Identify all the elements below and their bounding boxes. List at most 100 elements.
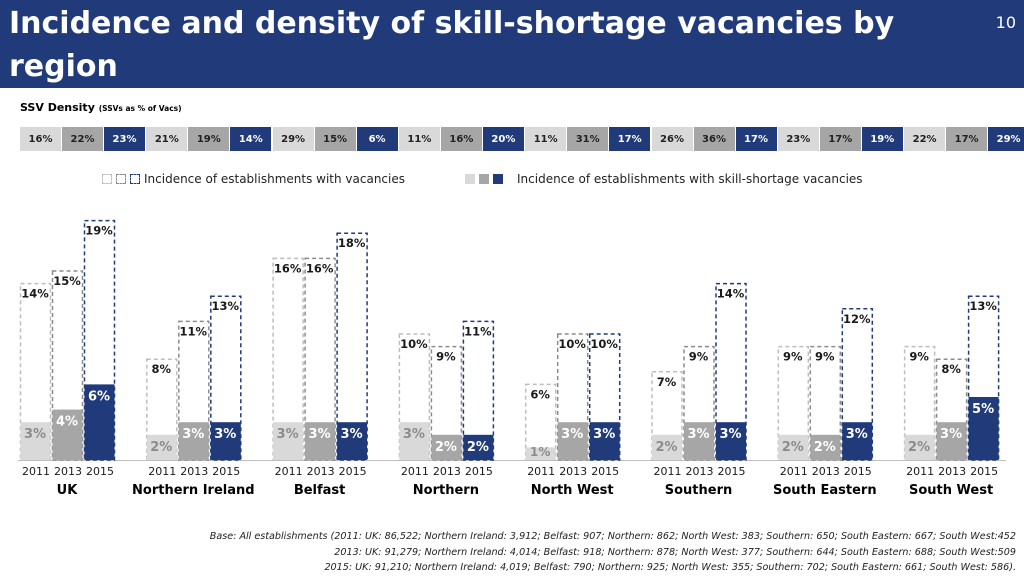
year-tick-label: 2013 (559, 465, 587, 478)
ssv-bar (842, 422, 873, 460)
year-tick-label: 2011 (527, 465, 555, 478)
year-tick-label: 2015 (718, 465, 746, 478)
year-tick-label: 2013 (433, 465, 461, 478)
ssv-data-label: 2% (435, 440, 457, 455)
ssv-bar (52, 409, 83, 460)
vacancy-data-label: 14% (21, 287, 49, 301)
year-tick-label: 2015 (86, 465, 114, 478)
footnote: Base: All establishments (2011: UK: 86,5… (210, 529, 1016, 576)
year-tick-label: 2011 (654, 465, 682, 478)
legend-ssv: Incidence of establishments with skill-s… (465, 172, 863, 186)
vacancy-data-label: 18% (338, 236, 366, 250)
region-label: South Eastern (772, 483, 877, 498)
page-title: Incidence and density of skill-shortage … (9, 6, 895, 84)
ssv-data-label: 3% (309, 427, 331, 442)
vacancy-data-label: 11% (464, 324, 492, 338)
density-value: 31% (567, 127, 609, 151)
legend-swatch-2013-dashed (116, 174, 126, 184)
density-value: 19% (188, 127, 230, 151)
ssv-data-label: 3% (341, 427, 363, 442)
ssv-bar (652, 434, 682, 460)
legend-ssv-label: Incidence of establishments with skill-s… (517, 172, 863, 186)
ssv-bar (399, 422, 430, 460)
ssv-bar (273, 422, 304, 460)
year-tick-label: 2013 (812, 465, 840, 478)
year-tick-label: 2013 (180, 465, 208, 478)
year-tick-label: 2013 (938, 465, 966, 478)
ssv-data-label: 3% (593, 427, 615, 442)
ssv-data-label: 3% (687, 427, 709, 442)
vacancy-data-label: 11% (180, 324, 208, 338)
density-value: 23% (104, 127, 145, 151)
vacancy-data-label: 10% (558, 337, 586, 351)
ssv-bar (778, 434, 809, 460)
ssv-data-label: 1% (530, 445, 550, 459)
ssv-data-label: 2% (782, 440, 804, 455)
ssv-bar (178, 422, 209, 460)
ssv-bar (20, 422, 51, 460)
ssv-data-label: 3% (277, 427, 299, 442)
ssv-bar (210, 422, 241, 460)
density-value: 14% (230, 127, 272, 151)
ssv-bar (525, 447, 556, 460)
density-value: 29% (272, 127, 314, 151)
vacancy-data-label: 7% (657, 375, 677, 389)
density-value: 19% (861, 127, 903, 151)
year-tick-label: 2015 (970, 465, 998, 478)
footnote-line-2013: 2013: UK: 91,279; Northern Ireland: 4,01… (334, 546, 1016, 558)
vacancy-data-label: 6% (530, 387, 550, 401)
region-label: Southern (664, 483, 733, 498)
vacancy-data-label: 13% (212, 299, 240, 313)
year-tick-label: 2011 (275, 465, 303, 478)
density-value: 17% (946, 127, 988, 151)
ssv-bar (84, 384, 115, 460)
density-subheading: (SSVs as % of Vacs) (98, 104, 182, 113)
density-value: 26% (651, 127, 693, 151)
ssv-bar (337, 422, 368, 460)
ssv-data-label: 2% (150, 440, 172, 455)
density-value: 22% (904, 127, 946, 151)
legend-vacancies-label: Incidence of establishments with vacanci… (144, 172, 405, 186)
density-value: 11% (525, 127, 567, 151)
density-value: 22% (62, 127, 103, 151)
year-tick-label: 2011 (401, 465, 429, 478)
ssv-bar (589, 422, 620, 460)
year-tick-label: 2011 (148, 465, 176, 478)
year-tick-label: 2011 (780, 465, 808, 478)
vacancy-data-label: 8% (941, 362, 961, 376)
ssv-data-label: 4% (56, 415, 78, 430)
vacancy-data-label: 16% (306, 261, 334, 275)
ssv-data-label: 2% (655, 440, 677, 455)
page-number: 10 (995, 13, 1016, 32)
density-heading-text: SSV Density (20, 101, 95, 114)
density-value: 23% (777, 127, 819, 151)
ssv-bar (968, 397, 999, 460)
footnote-line-2011: Base: All establishments (2011: UK: 86,5… (209, 531, 1016, 542)
title-bar: Incidence and density of skill-shortage … (0, 0, 1024, 88)
vacancy-data-label: 14% (717, 287, 745, 301)
density-value: 11% (398, 127, 440, 151)
density-value: 15% (314, 127, 356, 151)
vacancy-data-label: 8% (152, 362, 172, 376)
ssv-bar (557, 422, 588, 460)
density-value: 17% (735, 127, 777, 151)
vacancy-data-label: 9% (689, 350, 709, 364)
region-label: Northern (412, 483, 479, 498)
ssv-bar (463, 434, 494, 460)
vacancy-data-label: 12% (843, 312, 871, 326)
density-value: 20% (482, 127, 524, 151)
ssv-data-label: 3% (846, 427, 868, 442)
year-tick-label: 2011 (906, 465, 934, 478)
vacancy-data-label: 13% (969, 299, 997, 313)
density-value: 16% (440, 127, 482, 151)
region-label: North West (530, 483, 614, 498)
ssv-data-label: 3% (24, 427, 46, 442)
density-value: 21% (146, 127, 188, 151)
year-tick-label: 2015 (212, 465, 240, 478)
vacancy-data-label: 9% (783, 350, 803, 364)
vacancy-data-label: 9% (909, 350, 929, 364)
ssv-data-label: 3% (182, 427, 204, 442)
ssv-data-label: 3% (940, 427, 962, 442)
density-value: 29% (988, 127, 1024, 151)
vacancy-data-label: 10% (590, 337, 618, 351)
